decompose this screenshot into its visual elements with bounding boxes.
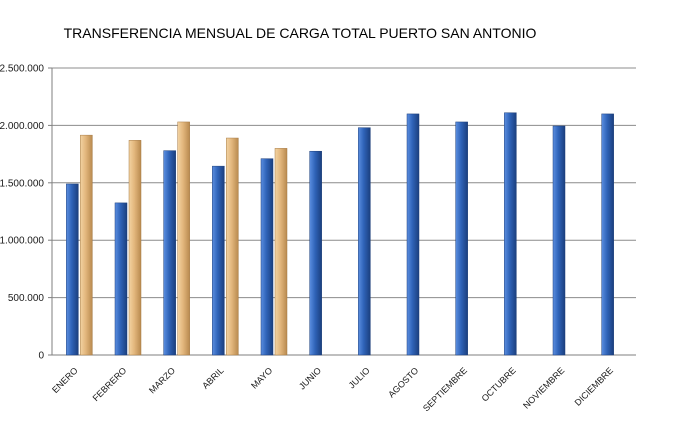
- bar-mayo-series-2: [274, 148, 288, 356]
- x-tick-label: ENERO: [50, 365, 80, 395]
- x-tick-label: OCTUBRE: [480, 365, 518, 403]
- x-tick-label: MARZO: [147, 365, 177, 395]
- bar-marzo-series-2: [177, 121, 190, 356]
- bars: [66, 112, 614, 356]
- y-tick-label: 2.000.000: [0, 121, 44, 132]
- x-tick-label: SEPTIEMBRE: [421, 365, 469, 413]
- gridlines: [52, 67, 636, 356]
- bar-enero-series-2: [80, 134, 93, 356]
- x-tick-label: MAYO: [249, 365, 274, 390]
- bar-febrero-series-2: [128, 140, 142, 356]
- x-tick-label: ABRIL: [200, 365, 225, 390]
- bar-marzo-series-1: [163, 150, 176, 356]
- bar-julio-series-1: [358, 127, 371, 356]
- x-tick-label: JUNIO: [297, 365, 323, 391]
- bar-junio-series-1: [309, 150, 322, 356]
- bar-noviembre-series-1: [552, 125, 566, 356]
- bar-diciembre-series-1: [601, 113, 614, 356]
- bar-febrero-series-1: [114, 202, 128, 356]
- chart-title: TRANSFERENCIA MENSUAL DE CARGA TOTAL PUE…: [64, 25, 537, 41]
- x-tick-label: NOVIEMBRE: [521, 365, 566, 410]
- x-tick-label: JULIO: [347, 365, 372, 390]
- bar-octubre-series-1: [504, 112, 517, 356]
- bar-enero-series-1: [66, 183, 79, 356]
- bar-septiembre-series-1: [455, 121, 468, 356]
- y-tick-label: 500.000: [8, 293, 45, 304]
- x-tick-label: FEBRERO: [91, 365, 129, 403]
- category-labels: ENERO FEBRERO MARZO ABRIL MAYO JUNIO JULIO AGOS…: [50, 365, 615, 413]
- y-tick-label: 1.500.000: [0, 178, 44, 189]
- y-tick-label: 2.500.000: [0, 64, 44, 75]
- axes: 0 500.000 1.000.000 1.500.000 2.000.000 2.500…: [0, 64, 53, 362]
- x-tick-label: DICIEMBRE: [573, 365, 615, 407]
- bar-agosto-series-1: [406, 113, 420, 356]
- bar-abril-series-2: [226, 137, 239, 356]
- x-tick-label: AGOSTO: [386, 365, 420, 399]
- bar-mayo-series-1: [260, 158, 274, 356]
- y-tick-label: 0: [38, 351, 44, 362]
- bar-abril-series-1: [212, 165, 225, 356]
- y-tick-label: 1.000.000: [0, 236, 44, 247]
